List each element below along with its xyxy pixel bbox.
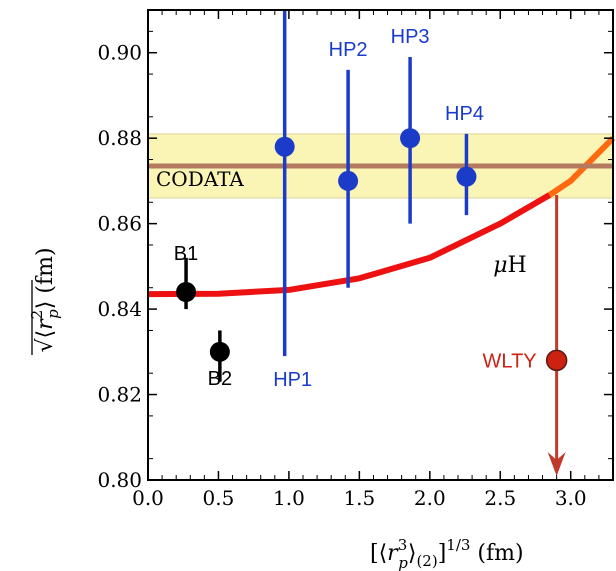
label-WLTY: WLTY	[483, 350, 537, 372]
muH-curve-orange	[547, 136, 616, 198]
y-axis-title: √⟨r2p⟩ (fm)	[28, 247, 62, 355]
y-title-part: p	[44, 309, 62, 319]
muH-label-mu: μ	[493, 253, 507, 278]
y-tick-label: 0.82	[97, 383, 142, 407]
point-HP3	[400, 128, 421, 149]
label-B2: B2	[208, 368, 232, 390]
muH-label: μH	[493, 253, 527, 278]
label-HP4: HP4	[445, 103, 484, 125]
x-tick-label: 0.5	[203, 486, 235, 510]
muH-label-h: H	[508, 253, 527, 278]
label-HP2: HP2	[329, 39, 368, 61]
muH-curve-red	[147, 192, 552, 298]
label-HP1: HP1	[273, 369, 312, 391]
x-tick-label: 2.5	[484, 486, 516, 510]
point-WLTY	[545, 349, 568, 372]
y-title-part: 2	[28, 310, 46, 320]
y-title-part: ⟩ (fm)	[33, 247, 58, 309]
point-HP2	[338, 170, 359, 191]
point-HP4	[456, 166, 477, 187]
points: B1 B2 HP1 HP2 HP3 HP4 WLTY	[174, 10, 568, 476]
wlty-arrow-head	[547, 452, 566, 476]
x-title-part: (2)	[416, 552, 437, 570]
x-title-part: r	[387, 541, 399, 566]
x-title-part: 1/3	[446, 536, 470, 554]
y-tick-label: 0.84	[97, 297, 142, 321]
x-tick-label: 1.0	[273, 486, 305, 510]
y-tick-label: 0.90	[97, 41, 142, 65]
y-tick-label: 0.88	[97, 126, 142, 150]
x-axis-title: [⟨r3 p⟩(2)]1/3 (fm)	[370, 536, 524, 571]
x-axis-title-text: [⟨r3 p⟩(2)]1/3 (fm)	[370, 536, 524, 571]
y-title-part: r	[33, 318, 58, 330]
label-HP3: HP3	[391, 26, 430, 48]
x-title-part: ]	[438, 541, 447, 566]
point-HP1	[274, 136, 295, 157]
x-title-part: p	[398, 554, 408, 571]
point-B2	[209, 341, 230, 362]
y-tick-label: 0.80	[97, 468, 142, 492]
y-ticks: 0.80 0.82 0.84 0.86 0.88 0.90	[97, 30, 613, 492]
point-B1	[176, 282, 197, 302]
x-title-part: ⟩	[408, 541, 417, 566]
y-title-part: √⟨	[33, 330, 58, 353]
x-title-part: [⟨	[370, 541, 387, 566]
plot-frame	[147, 9, 614, 481]
x-ticks: 0.0 0.5 1.0 1.5 2.0 2.5 3.0	[132, 10, 600, 510]
x-tick-label: 2.0	[414, 486, 446, 510]
y-tick-label: 0.86	[97, 212, 142, 236]
codata-label: CODATA	[156, 167, 244, 191]
label-B1: B1	[174, 243, 198, 265]
x-tick-label: 1.5	[343, 486, 375, 510]
x-title-part: (fm)	[470, 541, 523, 566]
y-axis-title-text: √⟨r2p⟩ (fm)	[28, 247, 62, 352]
x-tick-label: 3.0	[555, 486, 587, 510]
x-tick-label: 0.0	[132, 486, 164, 510]
muH-curve	[147, 136, 616, 298]
x-title-part: 3	[398, 536, 408, 554]
